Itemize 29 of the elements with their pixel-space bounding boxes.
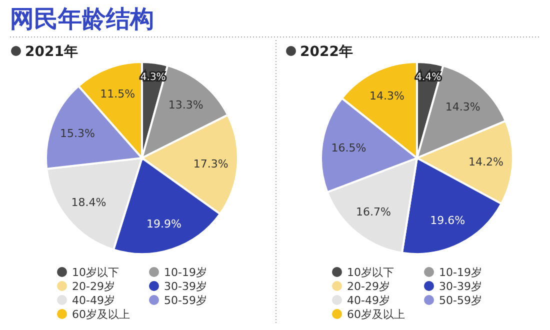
legend-label: 10-19岁 [164, 266, 207, 279]
data-label: 13.3% [168, 98, 204, 112]
data-label: 15.3% [60, 127, 95, 140]
legend-label: 40-49岁 [347, 294, 390, 307]
legend-label: 20-29岁 [347, 280, 390, 293]
data-label: 19.6% [430, 214, 466, 227]
data-label: 17.3% [193, 157, 228, 170]
data-label: 16.7% [356, 206, 391, 219]
data-label: 11.5% [100, 87, 136, 100]
legend-label: 50-59岁 [439, 294, 482, 307]
legend-label: 60岁及以上 [72, 308, 130, 321]
legend-label: 10岁以下 [72, 266, 119, 279]
chart-title: 2022年 [300, 44, 353, 60]
data-label: 14.2% [468, 155, 504, 168]
data-label: 16.5% [331, 141, 366, 154]
data-label: 19.9% [146, 218, 182, 231]
data-label: 14.3% [370, 90, 404, 103]
text: 网民年龄结构 [10, 5, 154, 33]
legend-label: 10-19岁 [439, 266, 482, 279]
legend-label: 40-49岁 [72, 294, 115, 307]
legend-label: 50-59岁 [164, 294, 207, 307]
legend-label: 20-29岁 [72, 280, 115, 293]
data-label: 18.4% [71, 196, 106, 210]
legend-label: 10岁以下 [347, 266, 394, 279]
chart-title: 2021年 [25, 44, 78, 60]
data-label: 14.3% [445, 100, 480, 114]
legend-label: 30-39岁 [164, 280, 207, 293]
legend-label: 30-39岁 [439, 280, 482, 293]
legend-label: 60岁及以上 [347, 308, 405, 321]
